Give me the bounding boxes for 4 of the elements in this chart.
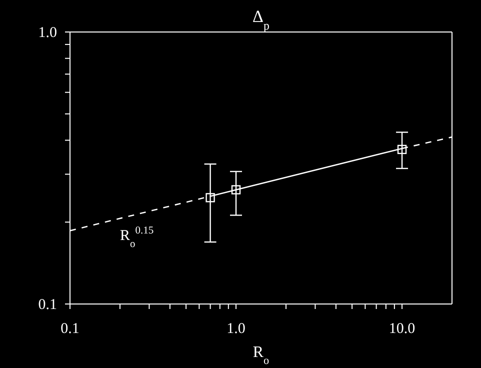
- x-tick-label: 10.0: [388, 321, 416, 337]
- x-tick-label: 1.0: [226, 321, 246, 337]
- x-axis-title: R$_{o}$: [252, 344, 270, 368]
- x-tick-label: 0.1: [60, 321, 80, 337]
